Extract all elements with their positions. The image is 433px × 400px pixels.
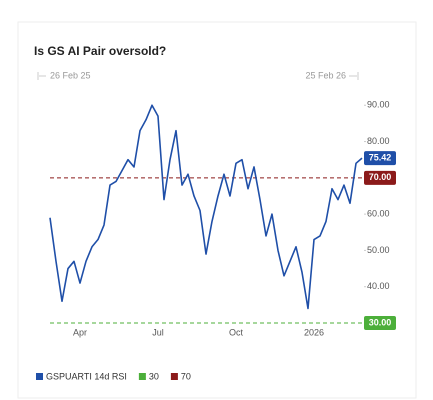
x-tick-label: 2026 xyxy=(304,327,324,337)
legend-label: 30 xyxy=(149,371,159,381)
chart-title: Is GS AI Pair oversold? xyxy=(34,44,166,58)
x-tick-label: Jul xyxy=(152,327,164,337)
reference-label: 70.00 xyxy=(369,172,392,182)
reference-label: 30.00 xyxy=(369,317,392,327)
legend-swatch xyxy=(170,373,178,380)
y-tick-label: 40.00 xyxy=(367,281,390,291)
y-tick-label: 80.00 xyxy=(367,136,390,146)
reference-pill xyxy=(364,170,396,185)
last-value-label: 75.42 xyxy=(369,153,392,163)
y-tick-label: 60.00 xyxy=(367,209,390,219)
card xyxy=(17,21,417,399)
legend-label: GSPUARTI 14d RSI xyxy=(46,371,127,381)
y-tick-label: 90.00 xyxy=(367,100,390,110)
start-label: 26 Feb 25 xyxy=(50,70,91,80)
end-label: 25 Feb 26 xyxy=(305,70,346,80)
reference-pill xyxy=(364,316,396,330)
x-tick-label: Oct xyxy=(229,327,244,337)
legend-label: 70 xyxy=(181,371,191,381)
x-tick-label: Apr xyxy=(73,327,87,337)
legend-swatch xyxy=(36,373,43,380)
legend-swatch xyxy=(138,373,146,380)
last-value-pill xyxy=(364,151,396,166)
series-line xyxy=(49,104,363,310)
y-tick-label: 50.00 xyxy=(367,245,390,255)
